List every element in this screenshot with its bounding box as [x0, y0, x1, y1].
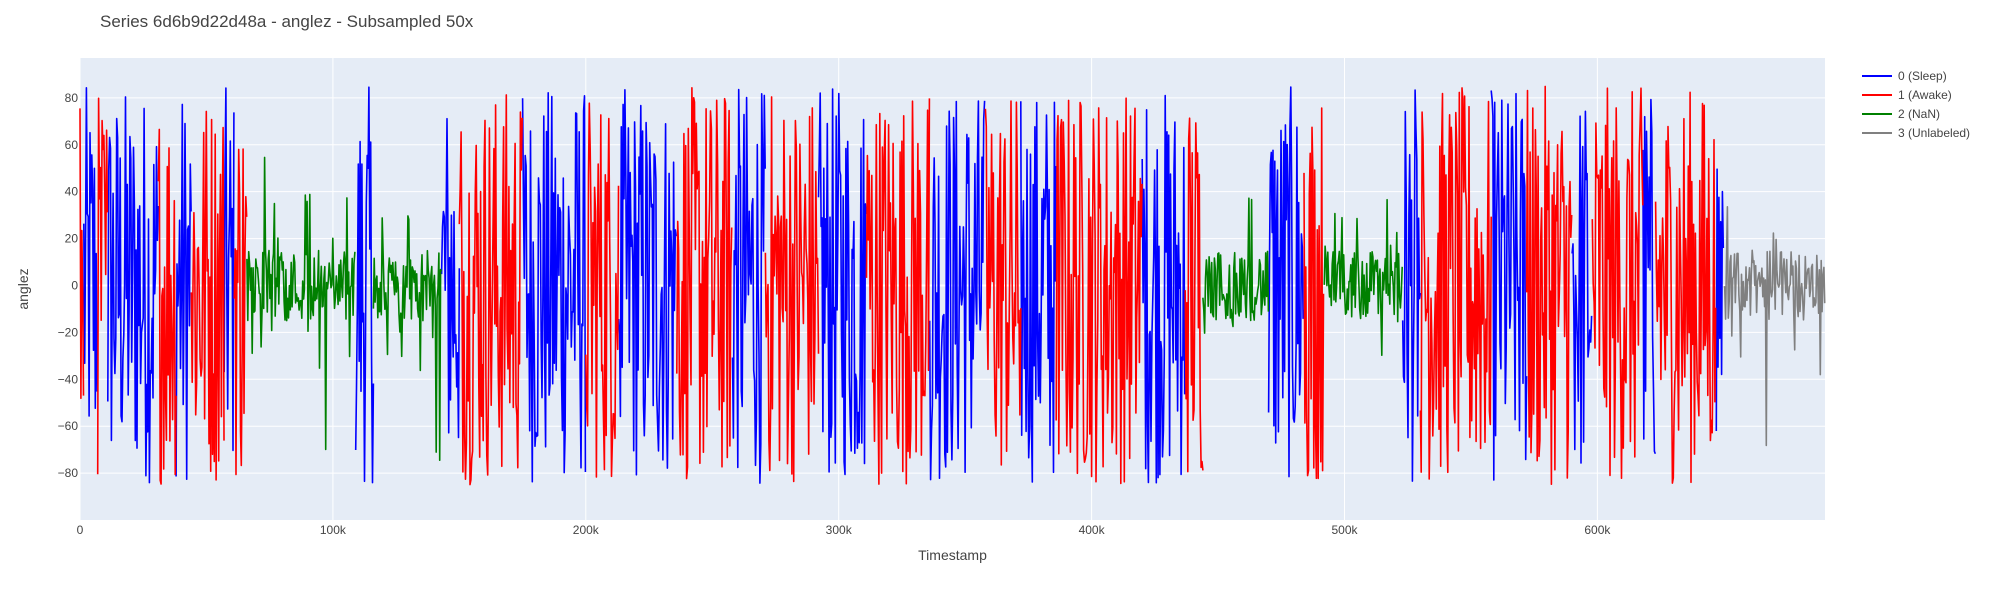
- x-tick-label: 200k: [573, 523, 600, 537]
- series-line: [817, 88, 868, 476]
- series-line: [1642, 98, 1657, 455]
- series-line: [585, 102, 620, 478]
- y-tick-label: 60: [65, 138, 79, 152]
- series-line: [1490, 90, 1528, 481]
- series-line: [928, 100, 986, 481]
- series-line: [107, 96, 160, 484]
- axis-ticks: 0 100k 200k 300k 400k 500k 600k −80 −60 −40 −20 0 20…: [58, 91, 1612, 537]
- series-line: [223, 87, 235, 452]
- series-line: [233, 148, 248, 476]
- series-line: [1019, 101, 1057, 483]
- legend: 0 (Sleep) 1 (Awake) 2 (NaN) 3 (Unlabeled…: [1862, 66, 1970, 142]
- legend-label-awake: 1 (Awake): [1898, 87, 1952, 102]
- legend-item-unlabeled[interactable]: 3 (Unlabeled): [1862, 123, 1970, 142]
- series-line: [764, 96, 820, 483]
- series-line: [1267, 86, 1305, 478]
- legend-label-sleep: 0 (Sleep): [1898, 68, 1947, 83]
- series-line: [1401, 89, 1422, 482]
- x-tick-label: 600k: [1584, 523, 1611, 537]
- legend-swatch-sleep: [1862, 74, 1892, 77]
- y-tick-label: −20: [58, 325, 79, 339]
- series-line: [1323, 198, 1403, 357]
- series-line: [354, 86, 375, 484]
- y-tick-label: −60: [58, 419, 79, 433]
- y-axis-title: anglez: [15, 268, 31, 309]
- series-line: [1591, 87, 1644, 480]
- series-line: [79, 108, 85, 400]
- series-line: [458, 94, 523, 486]
- series-line: [83, 87, 98, 417]
- y-tick-label: 0: [71, 278, 78, 292]
- series-line: [1055, 97, 1143, 485]
- legend-label-nan: 2 (NaN): [1898, 106, 1941, 121]
- series-line: [440, 117, 461, 439]
- y-tick-label: −40: [58, 372, 79, 386]
- x-tick-label: 0: [77, 523, 84, 537]
- series-line: [1419, 87, 1492, 480]
- x-axis-title: Timestamp: [918, 547, 987, 563]
- series-line: [1184, 117, 1204, 473]
- chart-title: Series 6d6b9d22d48a - anglez - Subsample…: [100, 12, 474, 31]
- x-tick-label: 400k: [1079, 523, 1106, 537]
- data-traces: [79, 85, 1826, 486]
- legend-swatch-nan: [1862, 112, 1892, 115]
- series-line: [1723, 206, 1826, 447]
- y-tick-label: 80: [65, 91, 79, 105]
- x-tick-label: 100k: [320, 523, 347, 537]
- series-line: [372, 215, 443, 462]
- series-line: [984, 100, 1022, 466]
- x-tick-label: 300k: [826, 523, 853, 537]
- series-line: [96, 97, 109, 475]
- series-line: [617, 89, 677, 476]
- y-tick-label: 40: [65, 185, 79, 199]
- series-line: [1202, 197, 1270, 334]
- series-line: [1715, 168, 1725, 432]
- series-line: [157, 128, 177, 485]
- series-line: [1654, 91, 1717, 484]
- legend-swatch-awake: [1862, 93, 1892, 96]
- legend-item-sleep[interactable]: 0 (Sleep): [1862, 66, 1970, 85]
- series-line: [190, 110, 225, 481]
- series-line: [1141, 94, 1186, 484]
- y-tick-label: 20: [65, 232, 79, 246]
- series-line: [246, 156, 356, 451]
- series-line: [676, 87, 733, 480]
- legend-item-nan[interactable]: 2 (NaN): [1862, 104, 1970, 123]
- series-line: [865, 98, 931, 485]
- series-line: [1571, 110, 1593, 464]
- legend-label-unlabeled: 3 (Unlabeled): [1898, 125, 1971, 140]
- series-line: [731, 88, 766, 484]
- series-line: [175, 103, 192, 481]
- x-tick-label: 500k: [1331, 523, 1358, 537]
- series-line: [1525, 85, 1573, 486]
- legend-swatch-unlabeled: [1862, 131, 1892, 134]
- legend-item-awake[interactable]: 1 (Awake): [1862, 85, 1970, 104]
- series-line: [521, 92, 587, 483]
- series-line: [1303, 107, 1325, 480]
- y-tick-label: −80: [58, 466, 79, 480]
